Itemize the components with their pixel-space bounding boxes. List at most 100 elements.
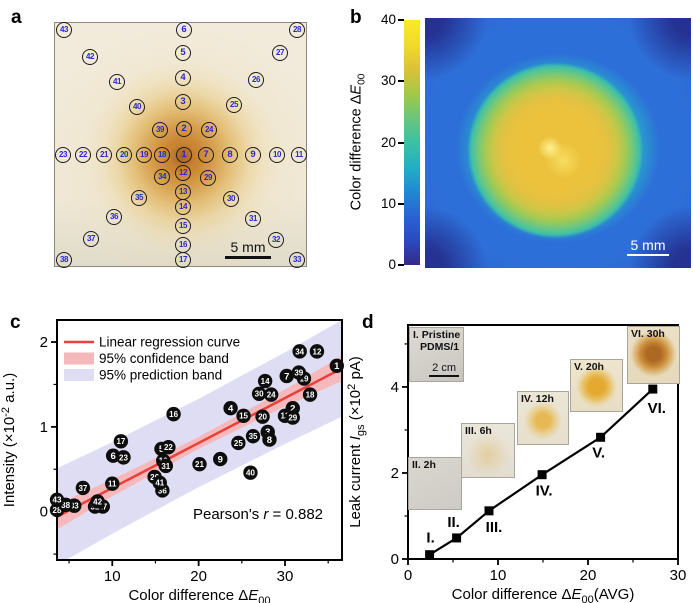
scatter-point-8 — [262, 432, 277, 447]
scatter-point-15 — [236, 408, 251, 424]
scatter-point-23 — [116, 450, 131, 465]
inset-scale-bar: 2 cm — [429, 362, 459, 377]
sample-spot-marker-17: 17 — [175, 252, 191, 268]
heatmap-scale-bar-line — [627, 254, 669, 256]
scatter-point-21 — [192, 456, 207, 472]
panel-a-scale-bar-line — [225, 256, 271, 259]
legend-band-swatch — [64, 369, 94, 381]
scatter-point-label: 42 — [93, 497, 102, 506]
scatter-point-label: 12 — [313, 347, 322, 356]
scatter-point-18 — [302, 387, 318, 402]
scatter-point-9 — [213, 451, 228, 467]
colorbar-tick-label: 0 — [388, 257, 396, 272]
scatter-point-43 — [49, 492, 65, 507]
scatter-point-25 — [231, 435, 246, 451]
scatter-point-label: 21 — [195, 460, 204, 469]
data-point-VI. — [648, 384, 658, 394]
colorbar-tick-label: 20 — [380, 134, 396, 150]
scatter-point-label: 1 — [334, 361, 340, 372]
sample-spot-marker-34: 34 — [154, 169, 170, 185]
scatter-point-29 — [285, 410, 300, 425]
scatter-point-label: 15 — [239, 412, 248, 421]
sample-spot-marker-6: 6 — [176, 22, 192, 38]
scatter-point-label: 41 — [155, 479, 164, 488]
colorbar-tick-label: 10 — [380, 195, 396, 211]
legend-item-label: Linear regression curve — [99, 335, 240, 350]
sample-spot-marker-23: 23 — [55, 147, 71, 163]
scatter-point-41 — [152, 475, 167, 491]
scatter-point-24 — [263, 387, 279, 402]
sample-spot-marker-41: 41 — [109, 74, 125, 90]
scatter-point-11 — [105, 476, 120, 491]
scatter-point-label: 14 — [261, 377, 270, 386]
y-axis-label: Leak current Igs (×102 pA) — [346, 356, 367, 528]
scatter-point-12 — [309, 344, 325, 359]
colorbar-tick — [398, 80, 404, 83]
panel-b-label: b — [350, 7, 362, 28]
sample-spot-marker-25: 25 — [226, 97, 242, 113]
scatter-point-label: 26 — [150, 473, 159, 482]
sample-spot-marker-22: 22 — [75, 147, 91, 163]
scatter-point-7 — [279, 368, 294, 384]
data-point-IV. — [537, 470, 547, 480]
panel-a-sample-photo: 5 mm 1 2 3 4 5 6 7 8 9 10 11 12 13 14 15 16 17 18 19 20 21 22… — [54, 22, 307, 268]
inset-photo-vi-30h: VI. 30h — [627, 326, 680, 384]
scatter-point-label: 43 — [53, 496, 62, 505]
sample-spot-marker-40: 40 — [129, 99, 145, 115]
sample-spot-marker-3: 3 — [175, 94, 191, 110]
scatter-point-label: 35 — [249, 432, 258, 441]
sample-spot-marker-10: 10 — [269, 147, 285, 163]
panel-d-line-chart: 0 10 20 30 0 2 4 Color difference ΔE00(AVG) Leak… — [346, 324, 686, 603]
scatter-point-42 — [90, 494, 105, 509]
inset-label: III. 6h — [465, 425, 492, 437]
scatter-point-40 — [243, 465, 258, 480]
scatter-point-label: 17 — [116, 437, 125, 446]
inset-photo-iv-12h: IV. 12h — [517, 391, 569, 445]
scatter-point-label: 37 — [78, 484, 87, 493]
x-tick-label: 0 — [404, 567, 412, 584]
scatter-point-label: 6 — [110, 451, 115, 462]
scatter-point-39 — [291, 365, 307, 380]
sample-spot-marker-39: 39 — [152, 122, 168, 138]
y-tick-label: 4 — [391, 379, 399, 396]
colorbar — [404, 20, 420, 265]
scatter-point-label: 19 — [300, 374, 309, 383]
scatter-point-label: 29 — [288, 413, 297, 422]
legend-item-label: 95% prediction band — [99, 368, 222, 383]
sample-spot-marker-33: 33 — [289, 252, 305, 268]
colorbar-tick — [398, 264, 404, 266]
x-tick-label: 20 — [190, 568, 207, 585]
scatter-point-22 — [161, 440, 176, 455]
y-tick-label: 2 — [40, 334, 48, 351]
scatter-point-1 — [329, 358, 345, 373]
panel-a-scale-bar-label: 5 mm — [230, 239, 266, 255]
scatter-point-label: 25 — [234, 439, 243, 448]
scatter-point-30 — [251, 386, 267, 401]
colorbar-tick — [398, 202, 404, 205]
colorbar-tick-label: 40 — [380, 12, 396, 27]
colorbar-tick — [398, 19, 404, 21]
sample-spot-marker-9: 9 — [245, 147, 261, 163]
pearson-annotation: Pearson's r = 0.882 — [193, 506, 323, 523]
scatter-point-label: 40 — [246, 469, 255, 478]
scatter-point-label: 13 — [281, 412, 290, 421]
data-point-label: VI. — [648, 400, 666, 417]
sample-spot-marker-38: 38 — [56, 252, 72, 268]
scatter-point-label: 7 — [284, 371, 289, 382]
y-axis-label: Intensity (×10-2 a.u.) — [0, 373, 18, 507]
sample-spot-marker-14: 14 — [175, 199, 191, 215]
data-point-label: I. — [426, 530, 434, 547]
inset-photo-i-pristine: I. Pristine PDMS/1 2 cm — [409, 327, 464, 382]
scatter-point-14 — [257, 373, 273, 389]
sample-spot-marker-29: 29 — [200, 170, 216, 186]
sample-spot-marker-1: 1 — [176, 147, 192, 163]
inset-label-line2: PDMS/1 — [420, 341, 460, 353]
heatmap-scale-bar: 5 mm — [627, 237, 669, 256]
regression-line — [58, 367, 341, 518]
scatter-point-20 — [255, 409, 270, 424]
sample-spot-marker-2: 2 — [176, 121, 192, 137]
sample-spot-marker-27: 27 — [272, 45, 288, 61]
y-tick-label: 0 — [40, 504, 48, 521]
sample-spot-marker-5: 5 — [175, 45, 191, 61]
